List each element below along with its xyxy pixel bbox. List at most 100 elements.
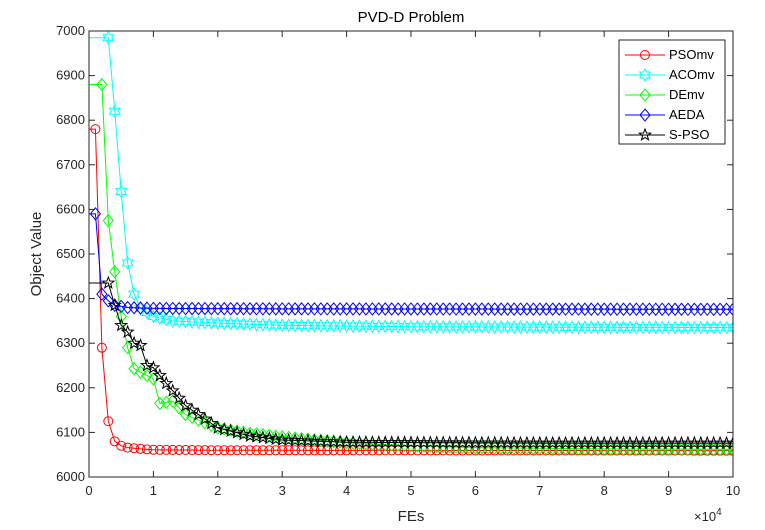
data-point — [90, 124, 101, 135]
data-point — [140, 305, 154, 320]
legend: PSOmv ACOmv DEmv AEDA S-PSO — [618, 39, 726, 145]
data-point — [139, 358, 155, 372]
data-point — [270, 445, 281, 456]
data-point — [187, 445, 198, 456]
data-point — [225, 445, 236, 456]
x-tick-label: 7 — [536, 483, 543, 498]
data-point — [147, 372, 160, 386]
data-point — [133, 337, 148, 352]
data-point — [296, 445, 307, 456]
data-point — [167, 444, 178, 455]
data-point — [341, 445, 352, 456]
data-point — [120, 324, 135, 339]
data-point — [206, 445, 217, 456]
data-point — [277, 445, 288, 456]
legend-label: S-PSO — [669, 127, 709, 142]
data-point — [393, 445, 404, 456]
data-point — [360, 445, 371, 456]
data-point — [141, 368, 153, 383]
y-tick-label: 7000 — [56, 23, 85, 38]
data-point — [103, 416, 114, 427]
data-point — [116, 440, 127, 451]
series-aeda — [89, 207, 733, 317]
legend-label: PSOmv — [669, 47, 714, 62]
data-point — [152, 368, 167, 382]
data-point — [199, 415, 211, 430]
data-point — [101, 275, 116, 290]
data-point — [109, 265, 121, 279]
data-point — [159, 375, 174, 390]
data-point — [218, 422, 230, 436]
data-point — [367, 445, 378, 456]
data-point — [245, 445, 255, 456]
series-s-pso — [89, 275, 733, 450]
data-point — [167, 394, 179, 408]
x-tick-label: 10 — [726, 483, 740, 498]
data-point — [172, 390, 187, 405]
x-tick-label: 8 — [601, 483, 608, 498]
data-point — [102, 213, 114, 228]
x-axis-label: FEs — [398, 508, 425, 525]
series-acomv — [89, 31, 733, 335]
data-point — [160, 395, 172, 410]
series-line — [89, 37, 733, 329]
data-point — [335, 445, 346, 456]
data-point — [223, 423, 238, 438]
data-point — [237, 425, 250, 440]
legend-entry: DEmv — [625, 87, 705, 102]
data-point — [107, 297, 122, 312]
data-point — [249, 429, 264, 443]
data-point — [129, 443, 140, 454]
data-point — [128, 361, 140, 376]
x-tick-label: 9 — [665, 483, 672, 498]
y-axis-label: Object Value — [28, 212, 45, 297]
data-point — [108, 104, 121, 119]
data-point — [96, 287, 108, 301]
data-point — [96, 342, 107, 353]
x-exponent-label: ×104 — [694, 507, 722, 524]
data-point — [165, 383, 180, 397]
y-tick-label: 6600 — [56, 201, 85, 216]
data-point — [141, 444, 152, 455]
y-tick-label: 6800 — [56, 112, 85, 127]
y-tick-label: 6500 — [56, 246, 85, 261]
data-point — [230, 425, 245, 439]
data-point — [219, 445, 230, 456]
data-point — [380, 445, 391, 456]
data-point — [180, 445, 191, 456]
data-point — [102, 294, 114, 308]
legend-marker — [640, 50, 650, 60]
data-point — [210, 420, 225, 434]
x-tick-label: 0 — [85, 483, 92, 498]
y-axis: 6000 6100 6200 6300 6400 6500 6600 6700 6800 6900… — [56, 23, 733, 484]
x-axis: 0 1 2 3 4 5 6 7 8 9 10 — [85, 31, 740, 498]
data-point — [89, 207, 102, 221]
data-point — [255, 430, 270, 444]
data-point — [146, 360, 161, 374]
legend-marker — [639, 88, 651, 102]
legend-box — [618, 39, 726, 145]
x-tick-label: 4 — [343, 483, 350, 498]
data-point — [174, 444, 185, 455]
x-exponent-power: 4 — [716, 507, 722, 518]
chart-title: PVD-D Problem — [358, 9, 465, 26]
data-point — [725, 435, 733, 450]
data-point — [251, 445, 262, 456]
data-point — [135, 443, 146, 454]
series-layer — [89, 31, 733, 457]
legend-marker — [638, 67, 652, 83]
data-point — [154, 396, 166, 411]
y-tick-label: 6100 — [56, 424, 85, 439]
data-point — [290, 445, 301, 456]
data-point — [114, 317, 129, 332]
data-point — [726, 320, 733, 335]
data-point — [262, 430, 277, 445]
data-point — [238, 445, 249, 456]
data-point — [148, 444, 159, 455]
y-tick-label: 6200 — [56, 380, 85, 395]
y-tick-label: 6900 — [56, 68, 85, 83]
legend-entry: ACOmv — [625, 67, 715, 83]
legend-label: DEmv — [669, 87, 705, 102]
y-tick-label: 6700 — [56, 157, 85, 172]
